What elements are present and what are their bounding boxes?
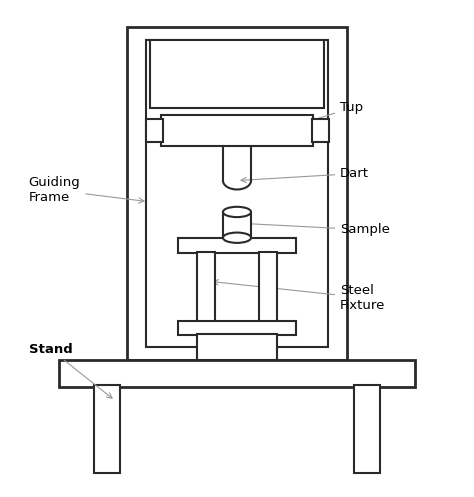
Text: Dart: Dart <box>241 167 369 183</box>
Ellipse shape <box>223 233 251 243</box>
Bar <box>259 252 277 324</box>
Bar <box>223 212 251 238</box>
Bar <box>197 252 215 324</box>
Bar <box>59 359 415 387</box>
Text: Steel
Fixture: Steel Fixture <box>213 280 385 312</box>
Bar <box>127 27 347 359</box>
Bar <box>94 385 120 473</box>
Text: Stand: Stand <box>28 343 112 398</box>
Ellipse shape <box>223 207 251 217</box>
Bar <box>354 385 380 473</box>
Bar <box>178 238 296 253</box>
Bar <box>146 119 163 142</box>
Text: Guiding
Frame: Guiding Frame <box>28 176 144 204</box>
Bar <box>178 321 296 335</box>
Bar <box>197 334 277 359</box>
Bar <box>146 40 328 347</box>
Text: Sample: Sample <box>234 221 390 236</box>
Bar <box>150 40 324 108</box>
Bar <box>312 119 329 142</box>
Bar <box>161 114 313 147</box>
Text: Tup: Tup <box>257 101 363 138</box>
